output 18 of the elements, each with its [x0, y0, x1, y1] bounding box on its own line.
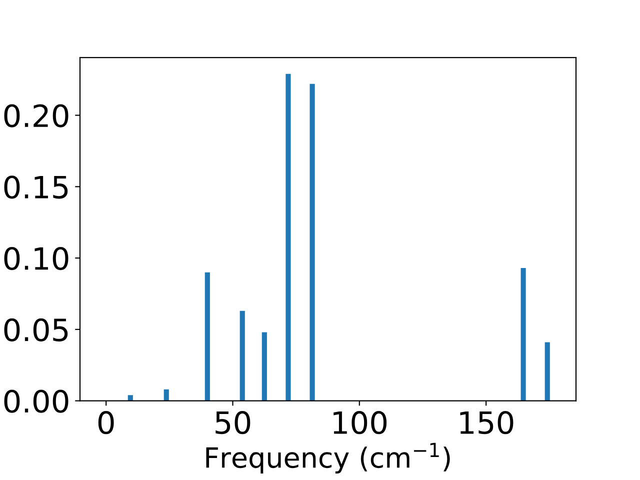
bar — [520, 268, 526, 401]
bar — [310, 84, 315, 401]
y-tick-label: 0.05 — [4, 318, 68, 342]
bar — [204, 272, 210, 401]
x-axis-title: Frequency (cm$^{−1}$) — [206, 442, 450, 474]
y-tick-label: 0.10 — [4, 246, 68, 270]
bar — [286, 74, 291, 401]
x-tick-label: 100 — [334, 411, 387, 434]
y-tick-label: 0.00 — [4, 390, 68, 413]
bar — [240, 310, 245, 401]
bar — [544, 342, 550, 401]
bar — [164, 389, 169, 401]
x-tick-label: 50 — [216, 411, 250, 434]
bar — [262, 332, 267, 401]
y-tick-label: 0.15 — [4, 176, 68, 199]
y-tick-label: 0.20 — [4, 104, 68, 128]
x-tick-label: 0 — [98, 411, 114, 434]
x-tick-label: 150 — [460, 411, 514, 434]
